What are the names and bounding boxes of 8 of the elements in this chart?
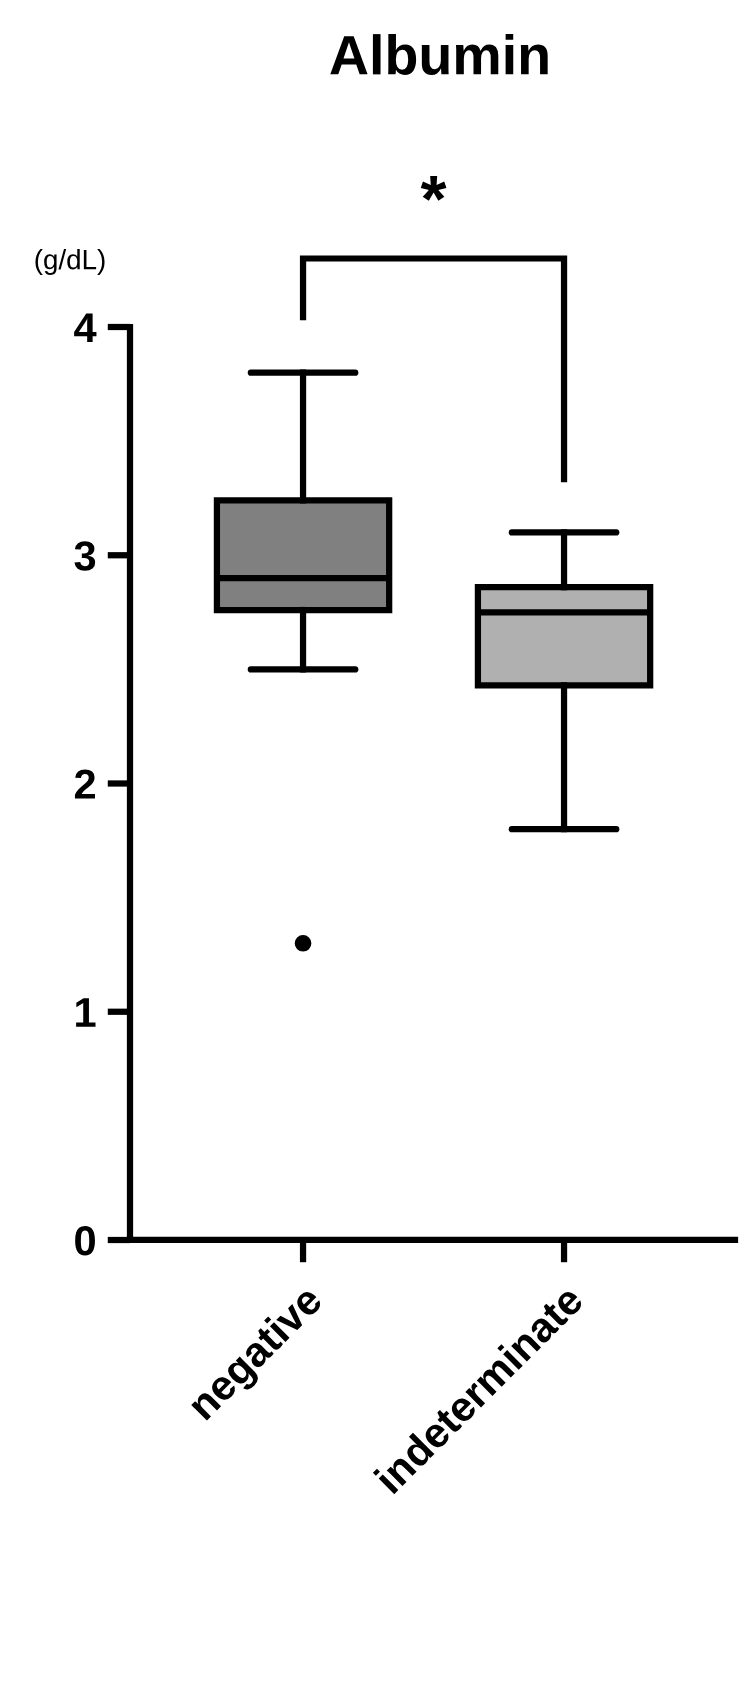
chart-title: Albumin [330, 34, 548, 75]
y-tick-label: 1 [76, 998, 96, 1027]
y-tick-label: 0 [75, 1226, 95, 1256]
text: * [420, 176, 447, 201]
y-tick-label: 3 [74, 541, 96, 571]
y-tick-label: 4 [74, 313, 97, 343]
y-tick-label: 2 [74, 769, 95, 799]
y-axis-title: (g/dL) [35, 249, 105, 275]
